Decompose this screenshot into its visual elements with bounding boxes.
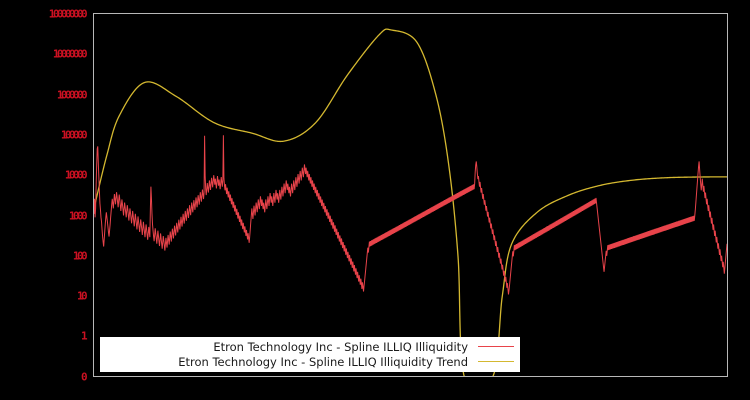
legend-color-swatch (478, 361, 514, 362)
y-tick-label: 10 (76, 289, 88, 303)
legend-item[interactable]: Etron Technology Inc - Spline ILLIQ Illi… (100, 339, 520, 354)
legend-item-label: Etron Technology Inc - Spline ILLIQ Illi… (178, 354, 468, 369)
y-tick-label: 0 (80, 370, 88, 384)
trend-line-path (94, 28, 727, 376)
chart-canvas (94, 28, 727, 376)
legend[interactable]: Etron Technology Inc - Spline ILLIQ Illi… (100, 337, 520, 372)
y-axis: 100000000 10000000 1000000 100000 10000 1000 1… (0, 0, 90, 400)
y-tick-label: 100000000 (48, 7, 88, 21)
y-tick-label: 10000 (64, 168, 88, 182)
plot-area (93, 13, 728, 377)
legend-item-label: Etron Technology Inc - Spline ILLIQ Illi… (213, 339, 468, 354)
y-tick-label: 100 (72, 249, 88, 263)
y-tick-label: 1000 (68, 209, 88, 222)
legend-color-swatch (478, 346, 514, 347)
y-tick-label: 10000000 (52, 47, 88, 61)
legend-item[interactable]: Etron Technology Inc - Spline ILLIQ Illi… (100, 354, 520, 369)
y-tick-label: 100000 (60, 128, 88, 142)
y-tick-label: 1000000 (56, 88, 88, 102)
y-tick-label: 1 (80, 329, 88, 343)
illiquidity-line-path (94, 135, 727, 295)
